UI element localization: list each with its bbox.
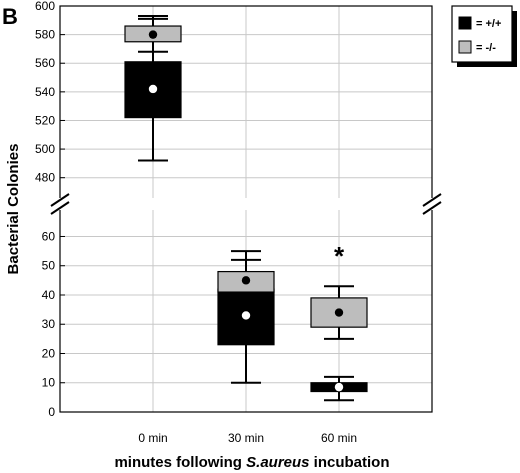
y-tick-label: 30	[42, 317, 56, 331]
legend-label: = -/-	[476, 42, 496, 54]
y-tick-label: 60	[42, 229, 56, 243]
x-axis-title-part: incubation	[310, 454, 390, 471]
y-tick-label: 0	[48, 405, 55, 419]
mean-marker	[334, 308, 344, 317]
axis-break-gap-right	[418, 198, 446, 210]
panel-label: B	[2, 4, 18, 29]
mean-marker	[148, 30, 158, 39]
box-30-min-knockout	[217, 250, 275, 294]
box-body	[310, 297, 368, 328]
mean-marker	[148, 84, 158, 94]
legend-swatch	[458, 40, 472, 54]
x-axis-title-part: S.aureus	[246, 454, 309, 471]
tick-labels: 480 500 520 540 560 580 600 0 10 20 30 40 50 60 0 min 3…	[35, 0, 357, 445]
y-tick-label: 600	[35, 0, 55, 13]
x-tick-label: 0 min	[138, 431, 167, 445]
y-tick-label: 480	[35, 171, 55, 185]
box-0-min-knockout	[124, 15, 182, 53]
legend: = +/+ = -/-	[451, 5, 517, 67]
x-axis-title: minutes following S.aureus incubation	[114, 454, 389, 471]
y-tick-label: 560	[35, 56, 55, 70]
mean-marker	[334, 382, 344, 392]
boxes	[124, 15, 368, 402]
box-60-min-wildtype	[310, 375, 368, 402]
axis-break-slash	[422, 193, 442, 207]
x-axis-title-part: minutes following	[114, 454, 246, 471]
significance-mark: *	[334, 241, 345, 271]
box-60-min-knockout	[310, 285, 368, 340]
y-axis-title: Bacterial Colonies	[5, 144, 22, 275]
x-tick-label: 60 min	[321, 431, 357, 445]
mean-marker	[241, 276, 251, 285]
axes	[46, 5, 446, 413]
y-tick-label: 500	[35, 142, 55, 156]
mean-marker	[241, 311, 251, 320]
legend-swatch	[458, 16, 472, 30]
annotations: *	[334, 241, 345, 271]
y-tick-label: 20	[42, 346, 56, 360]
y-tick-label: 580	[35, 28, 55, 42]
y-tick-label: 40	[42, 288, 56, 302]
x-tick-label: 30 min	[228, 431, 264, 445]
y-tick-label: 10	[42, 376, 56, 390]
box-0-min-wildtype	[124, 17, 182, 162]
y-tick-label: 520	[35, 113, 55, 127]
legend-label: = +/+	[476, 18, 501, 30]
axis-break-slash	[50, 193, 70, 207]
axis-break-slash	[422, 201, 442, 215]
axis-break-gap-left	[46, 198, 74, 210]
y-tick-label: 50	[42, 259, 56, 273]
axis-break-gap-plot	[74, 198, 418, 210]
y-tick-label: 540	[35, 85, 55, 99]
axis-break-slash	[50, 201, 70, 215]
